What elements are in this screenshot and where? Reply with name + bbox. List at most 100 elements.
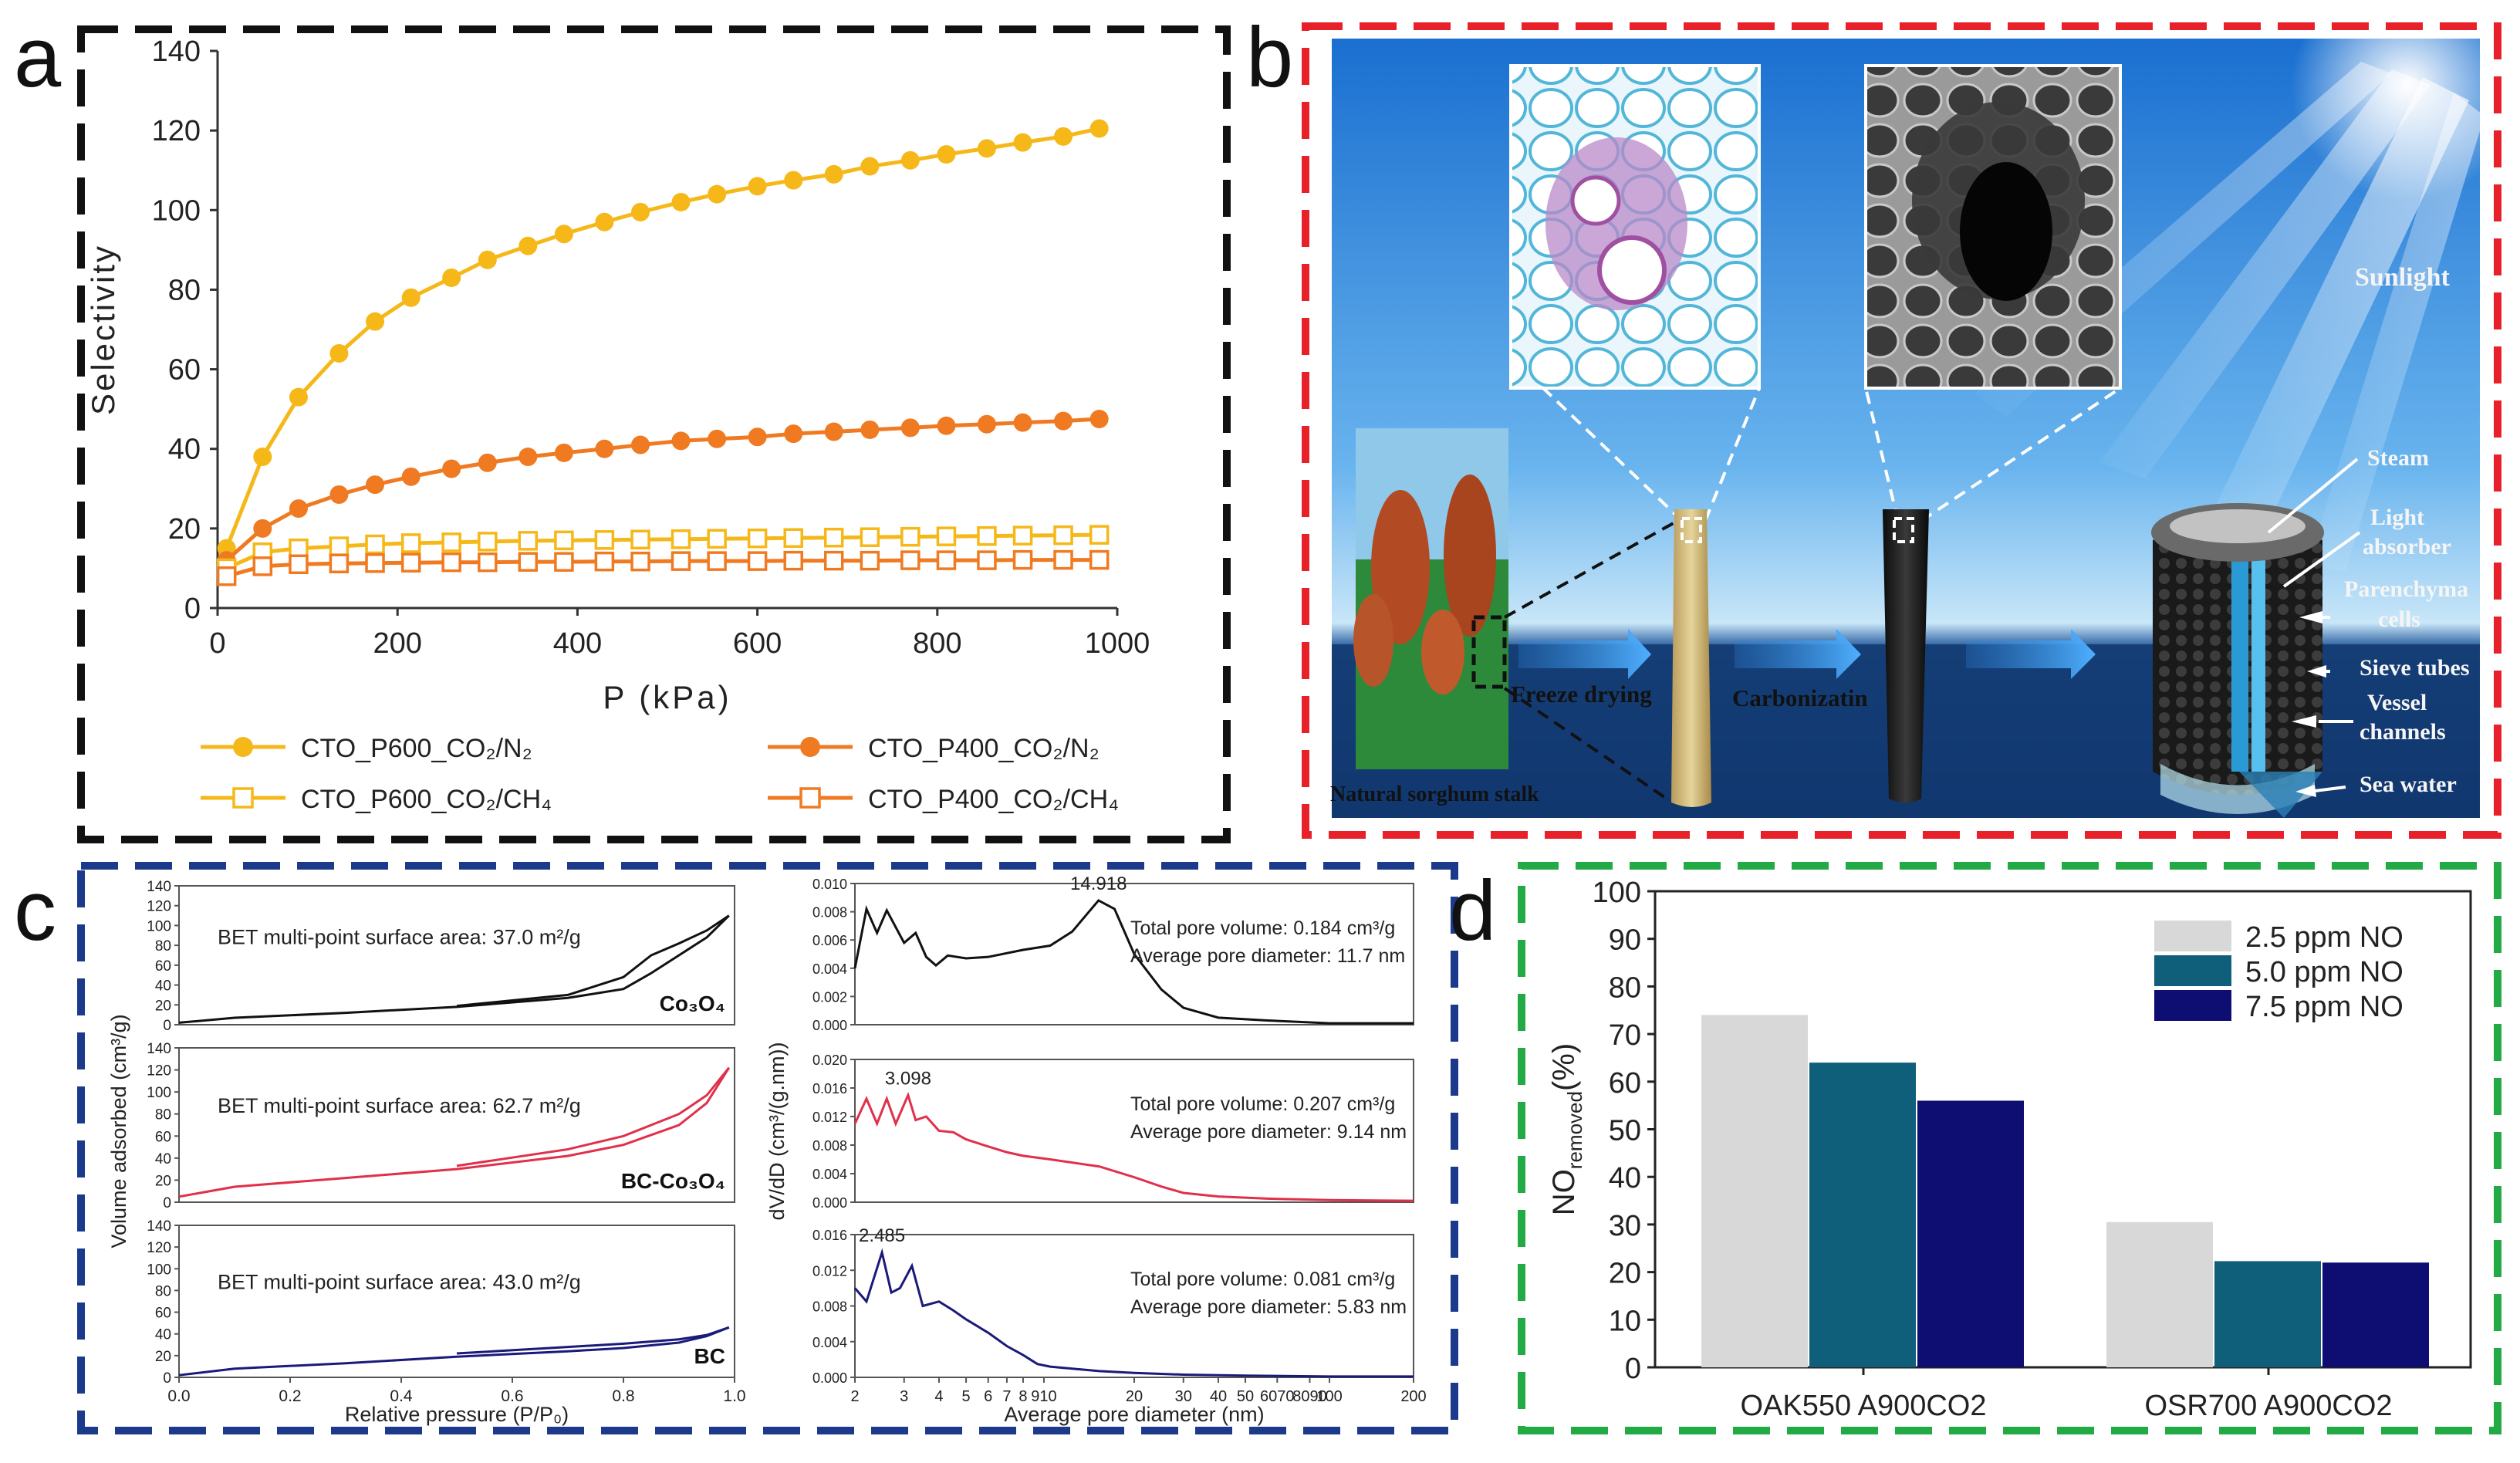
vessel-pore-small [1570, 175, 1621, 226]
d-y-axis-title: NOremoved(%) [1547, 1043, 1586, 1215]
d-y-axis-title-main: NO [1547, 1169, 1581, 1215]
a-point-s1 [860, 157, 880, 176]
a-point-s1 [671, 192, 691, 211]
a-point-s1 [329, 343, 349, 363]
c-pore-x-tick-label: 5 [961, 1388, 970, 1405]
a-point-s4 [478, 552, 498, 573]
d-x-category-label: OAK550 A900CO2 [1741, 1390, 1987, 1422]
a-point-s4 [977, 550, 997, 570]
c-pore-y-tick-label: 0.008 [812, 905, 847, 921]
a-x-tick-label: 0 [209, 627, 225, 660]
a-point-s3 [365, 534, 385, 555]
a-point-s2 [824, 422, 843, 441]
a-point-s3 [707, 529, 727, 549]
a-y-tick-label: 20 [168, 513, 201, 546]
d-y-tick-label: 40 [1609, 1162, 1641, 1194]
a-x-tick-label: 400 [553, 627, 602, 660]
c-pore-x-tick-label: 20 [1126, 1388, 1143, 1405]
arrow-device [1966, 629, 2096, 679]
d-y-tick-label: 10 [1609, 1305, 1641, 1337]
label-sieve-tubes: Sieve tubes [2360, 655, 2470, 681]
c-iso-y-tick-label: 140 [147, 1041, 171, 1057]
c-iso-y-tick-label: 100 [147, 1262, 171, 1278]
a-legend-label: CTO_P600_CO₂/N₂ [301, 734, 532, 763]
a-point-s2 [401, 467, 421, 486]
label-sunlight: Sunlight [2355, 263, 2451, 292]
a-point-s3 [900, 526, 921, 547]
a-point-s3 [1053, 525, 1073, 546]
a-point-s3 [671, 529, 691, 549]
label-vessel-2: channels [2360, 719, 2446, 745]
c-pore-x-tick-label: 2 [850, 1388, 859, 1405]
a-point-s2 [937, 416, 956, 435]
arrow-carbonization [1735, 629, 1861, 679]
c-pore-y-tick-label: 0.004 [812, 1335, 847, 1350]
d-bar-2-3 [2322, 1262, 2429, 1367]
a-series-line-4 [225, 558, 1100, 579]
c-iso-y-tick-label: 20 [155, 1173, 171, 1189]
a-point-s4 [860, 550, 880, 571]
c-pore-y-tick-label: 0.000 [812, 1018, 847, 1033]
a-point-s4 [554, 552, 574, 572]
c-iso-y-tick-label: 40 [155, 1151, 171, 1167]
c-iso-sample-label: Co₃O₄ [660, 992, 725, 1015]
c-pore-y-tick-label: 0.000 [812, 1370, 847, 1386]
d-legend-swatch [2154, 955, 2231, 986]
a-point-s1 [289, 387, 308, 407]
a-point-s2 [784, 424, 803, 444]
c-iso-adsorption-line [178, 1326, 730, 1377]
c-pore-x-tick-label: 8090 [1292, 1388, 1327, 1405]
a-point-s1 [1089, 119, 1109, 138]
a-point-s3 [860, 527, 880, 547]
a-y-tick-label: 60 [168, 354, 201, 387]
c-pore-x-tick-label: 6070 [1260, 1388, 1295, 1405]
c-iso-adsorption-line [178, 914, 730, 1024]
sunbeam-2 [2099, 69, 2430, 478]
c-pore-average-diameter: Average pore diameter: 5.83 nm [1130, 1296, 1407, 1318]
a-legend-label: CTO_P600_CO₂/CH₄ [301, 785, 552, 814]
label-parenchyma-2: cells [2378, 606, 2420, 632]
a-point-s4 [518, 552, 539, 572]
c-pore-frame [854, 1059, 1414, 1203]
c-pore-x-tick-label: 7 [1002, 1388, 1011, 1405]
d-legend-swatch [2154, 921, 2231, 951]
a-point-s2 [519, 448, 538, 467]
c-iso-y-tick-label: 80 [155, 938, 171, 954]
c-iso-sample-label: BC [694, 1344, 725, 1368]
a-point-s1 [442, 268, 461, 287]
label-natural-sorghum-stalk: Natural sorghum stalk [1330, 782, 1539, 806]
a-point-s4 [1089, 549, 1110, 570]
a-point-s4 [441, 552, 461, 573]
c-iso-bet-annotation: BET multi-point surface area: 62.7 m²/g [218, 1094, 581, 1117]
sorghum-head-4 [1421, 610, 1464, 694]
a-point-s4 [707, 551, 727, 571]
a-x-tick-label: 1000 [1085, 627, 1150, 660]
d-y-tick-label: 30 [1609, 1210, 1641, 1242]
a-point-s2 [900, 418, 920, 438]
c-pore-x-tick-label: 30 [1175, 1388, 1192, 1405]
vessel-pore-large [1597, 235, 1667, 305]
a-point-s4 [216, 566, 237, 586]
c-iso-y-tick-label: 0 [163, 1370, 171, 1387]
c-pore-frame [854, 883, 1414, 1025]
panel-a-letter: a [14, 10, 62, 105]
sem-vessel [1960, 162, 2052, 301]
a-series-line-1 [225, 127, 1100, 549]
c-pore-x-tick-label: 910 [1031, 1388, 1056, 1405]
a-point-s1 [977, 139, 996, 158]
d-legend-swatch [2154, 990, 2231, 1021]
d-bar-1-3 [1917, 1100, 2024, 1367]
a-y-tick-label: 40 [168, 434, 201, 466]
c-pore-x-tick-label: 40 [1210, 1388, 1227, 1405]
c-iso-frame [178, 1047, 735, 1203]
a-point-s1 [824, 164, 843, 184]
c-pore-y-tick-label: 0.010 [812, 877, 847, 892]
c-pore-y-tick-label: 0.012 [812, 1110, 847, 1125]
a-point-s3 [630, 529, 650, 550]
c-iso-y-tick-label: 100 [147, 918, 171, 934]
c-pore-total-volume: Total pore volume: 0.081 cm³/g [1130, 1269, 1395, 1290]
a-point-s4 [400, 552, 421, 573]
c-iso-y-tick-label: 60 [155, 1306, 171, 1322]
device-labels: Steam Light absorber Parenchyma cells Si… [2344, 445, 2470, 797]
